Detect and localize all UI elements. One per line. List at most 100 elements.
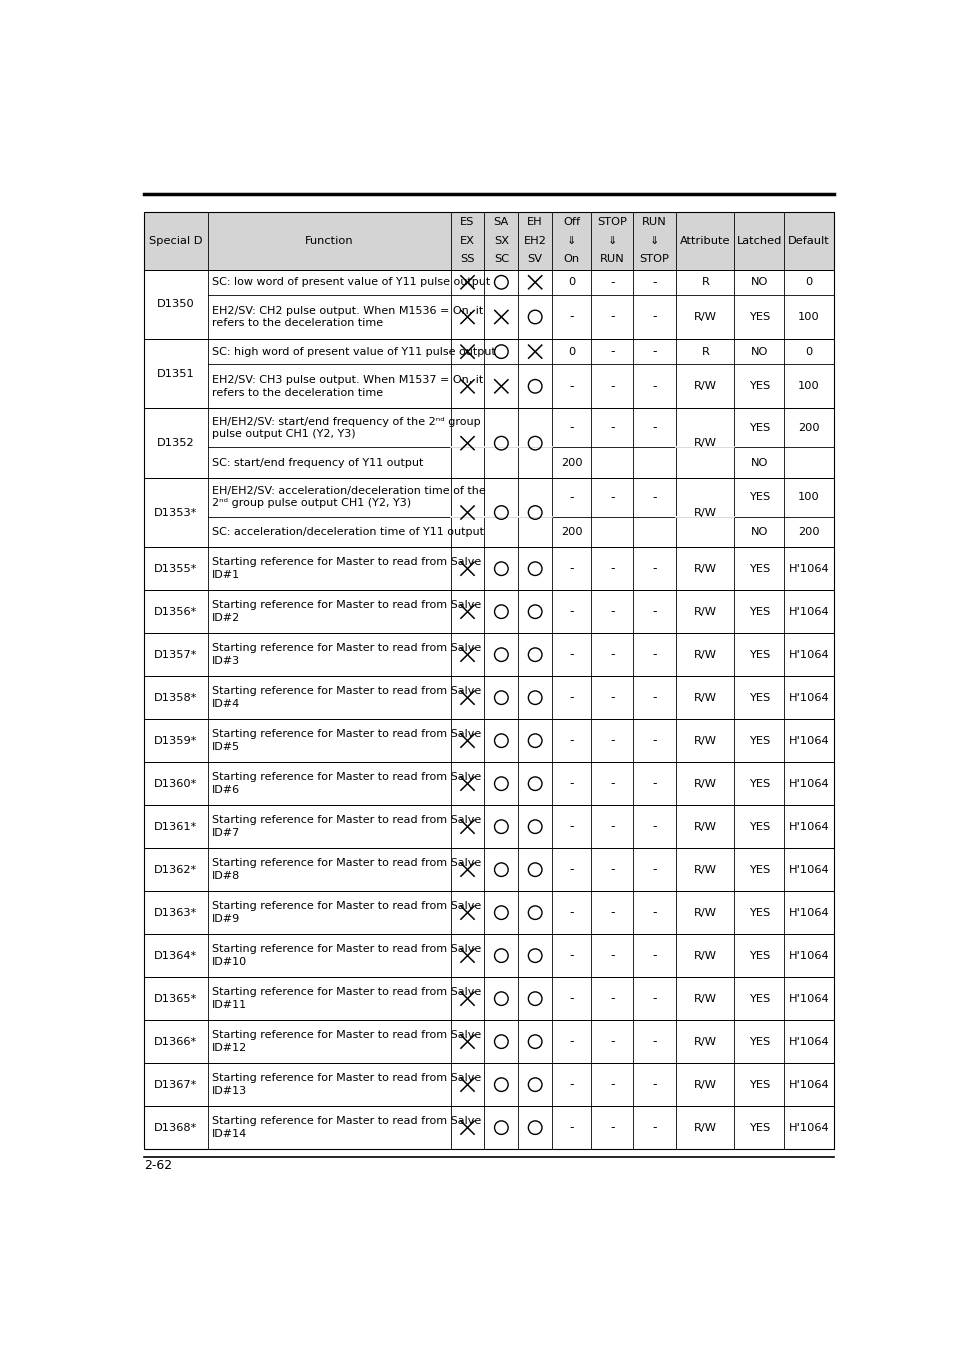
Text: YES: YES [748,693,769,703]
Text: Starting reference for Master to read from Salve
ID#7: Starting reference for Master to read fr… [212,815,481,838]
Text: SC: acceleration/deceleration time of Y11 output: SC: acceleration/deceleration time of Y1… [212,526,484,537]
Text: STOP: STOP [597,217,626,227]
Text: Off: Off [562,217,579,227]
Text: 100: 100 [798,381,819,392]
Text: 200: 200 [560,526,582,537]
Text: D1362*: D1362* [154,864,197,875]
Text: D1366*: D1366* [154,1037,197,1046]
Text: YES: YES [748,312,769,321]
Text: R: R [700,347,709,356]
Text: H'1064: H'1064 [788,994,828,1003]
Text: R/W: R/W [693,693,716,703]
Text: -: - [652,346,657,358]
Text: -: - [569,691,574,705]
Text: -: - [569,734,574,747]
Text: -: - [569,992,574,1006]
Bar [144,547,833,590]
Bar [144,676,833,720]
Text: YES: YES [748,779,769,788]
Text: SV: SV [527,254,542,265]
Text: H'1064: H'1064 [788,907,828,918]
Text: Starting reference for Master to read from Salve
ID#4: Starting reference for Master to read fr… [212,686,481,709]
Text: -: - [652,992,657,1006]
Text: H'1064: H'1064 [788,606,828,617]
Text: YES: YES [748,423,769,433]
Text: -: - [609,778,614,790]
Text: STOP: STOP [639,254,669,265]
Text: R: R [700,277,709,288]
Text: ⇓: ⇓ [607,236,617,246]
Text: NO: NO [750,458,767,467]
Text: D1360*: D1360* [154,779,197,788]
Text: Starting reference for Master to read from Salve
ID#5: Starting reference for Master to read fr… [212,729,481,752]
Bar [144,212,833,270]
Text: SC: start/end frequency of Y11 output: SC: start/end frequency of Y11 output [212,458,423,467]
Text: D1359*: D1359* [154,736,197,745]
Text: SC: SC [494,254,508,265]
Text: -: - [652,562,657,575]
Text: H'1064: H'1064 [788,1123,828,1133]
Text: H'1064: H'1064 [788,1037,828,1046]
Text: D1367*: D1367* [154,1080,197,1089]
Text: Attribute: Attribute [679,236,730,246]
Text: 0: 0 [804,277,812,288]
Text: -: - [609,491,614,504]
Bar [144,720,833,763]
Text: -: - [652,821,657,833]
Text: EH2: EH2 [523,236,546,246]
Text: H'1064: H'1064 [788,864,828,875]
Text: -: - [569,491,574,504]
Text: H'1064: H'1064 [788,736,828,745]
Text: SC: high word of present value of Y11 pulse output: SC: high word of present value of Y11 pu… [212,347,496,356]
Text: R/W: R/W [693,312,716,321]
Text: 0: 0 [804,347,812,356]
Text: -: - [609,821,614,833]
Text: YES: YES [748,822,769,832]
Text: -: - [609,1120,614,1134]
Text: -: - [609,1079,614,1091]
Text: R/W: R/W [693,381,716,392]
Text: YES: YES [748,994,769,1003]
Bar [144,590,833,633]
Text: -: - [569,1079,574,1091]
Bar [144,339,833,409]
Text: -: - [652,605,657,618]
Text: -: - [609,734,614,747]
Bar [144,1064,833,1106]
Text: Starting reference for Master to read from Salve
ID#9: Starting reference for Master to read fr… [212,902,481,923]
Text: R/W: R/W [693,822,716,832]
Text: Starting reference for Master to read from Salve
ID#6: Starting reference for Master to read fr… [212,772,481,795]
Text: -: - [609,421,614,435]
Text: -: - [609,949,614,963]
Text: R/W: R/W [693,736,716,745]
Text: D1357*: D1357* [154,649,197,660]
Text: -: - [652,949,657,963]
Text: EH2/SV: CH2 pulse output. When M1536 = On, it
refers to the deceleration time: EH2/SV: CH2 pulse output. When M1536 = O… [212,305,483,328]
Text: NO: NO [750,526,767,537]
Text: 2ⁿᵈ group pulse output CH1 (Y2, Y3): 2ⁿᵈ group pulse output CH1 (Y2, Y3) [212,498,411,508]
Text: D1365*: D1365* [154,994,197,1003]
Text: -: - [609,906,614,919]
Text: D1364*: D1364* [154,950,197,961]
Text: YES: YES [748,564,769,574]
Text: Starting reference for Master to read from Salve
ID#10: Starting reference for Master to read fr… [212,944,481,967]
Text: RUN: RUN [599,254,624,265]
Text: R/W: R/W [693,606,716,617]
Text: D1351: D1351 [157,369,194,379]
Bar [144,270,833,339]
Bar [144,1021,833,1064]
Bar [144,934,833,977]
Text: -: - [652,648,657,662]
Text: R/W: R/W [693,994,716,1003]
Text: SX: SX [494,236,508,246]
Text: 0: 0 [568,277,575,288]
Text: H'1064: H'1064 [788,564,828,574]
Text: NO: NO [750,347,767,356]
Text: -: - [652,1120,657,1134]
Text: -: - [609,992,614,1006]
Bar [144,848,833,891]
Text: -: - [569,421,574,435]
Text: EH2/SV: CH3 pulse output. When M1537 = On, it
refers to the deceleration time: EH2/SV: CH3 pulse output. When M1537 = O… [212,375,483,398]
Text: R/W: R/W [693,564,716,574]
Text: SC: low word of present value of Y11 pulse output: SC: low word of present value of Y11 pul… [212,277,490,288]
